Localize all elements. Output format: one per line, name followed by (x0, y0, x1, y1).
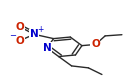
Text: O: O (16, 22, 24, 32)
Text: +: + (37, 25, 44, 34)
Text: −: − (9, 31, 16, 40)
Text: O: O (16, 36, 24, 46)
Text: N: N (43, 43, 51, 53)
Text: O: O (91, 39, 100, 49)
Text: N: N (30, 29, 39, 39)
